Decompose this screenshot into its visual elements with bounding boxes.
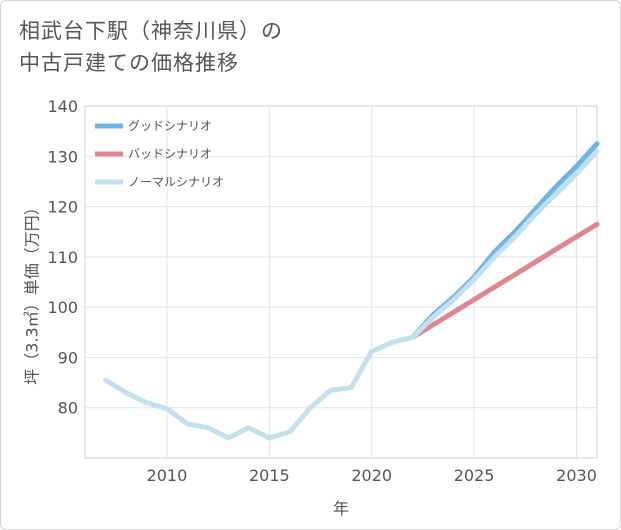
legend-item-normal: ノーマルシナリオ: [95, 175, 224, 189]
chart-title-line-1: 相武台下駅（神奈川県）の: [19, 19, 283, 43]
y-tick-label: 80: [58, 399, 78, 418]
plot-frame: [84, 105, 598, 459]
y-tick-label: 90: [58, 348, 78, 367]
x-axis-title: 年: [333, 499, 349, 518]
x-tick-label: 2020: [351, 466, 392, 485]
x-tick-label: 2030: [556, 466, 597, 485]
legend-item-bad: バッドシナリオ: [95, 147, 212, 161]
y-axis-title: 坪（3.3㎡）単価（万円）: [23, 199, 42, 384]
x-tick-label: 2010: [147, 466, 188, 485]
legend-label: グッドシナリオ: [128, 119, 212, 133]
x-tick-label: 2025: [454, 466, 495, 485]
chart-title: 相武台下駅（神奈川県）の 中古戸建ての価格推移: [19, 15, 599, 79]
normal-scenario-line: [103, 148, 600, 441]
y-tick-label: 130: [47, 147, 78, 166]
y-tick-labels: 80 90 100 110 120 130 140: [47, 97, 78, 418]
chart-title-line-2: 中古戸建ての価格推移: [19, 51, 239, 75]
y-tick-label: 140: [47, 97, 78, 116]
legend-label: バッドシナリオ: [128, 147, 212, 161]
legend-item-good: グッドシナリオ: [95, 119, 212, 133]
legend-label: ノーマルシナリオ: [128, 175, 224, 189]
y-tick-label: 100: [47, 298, 78, 317]
x-tick-labels: 2010 2015 2020 2025 2030: [147, 466, 597, 485]
y-tick-label: 110: [47, 248, 78, 267]
y-tick-label: 120: [47, 198, 78, 217]
series-lines: [103, 141, 600, 441]
bad-scenario-line: [410, 221, 600, 340]
x-tick-label: 2015: [249, 466, 290, 485]
